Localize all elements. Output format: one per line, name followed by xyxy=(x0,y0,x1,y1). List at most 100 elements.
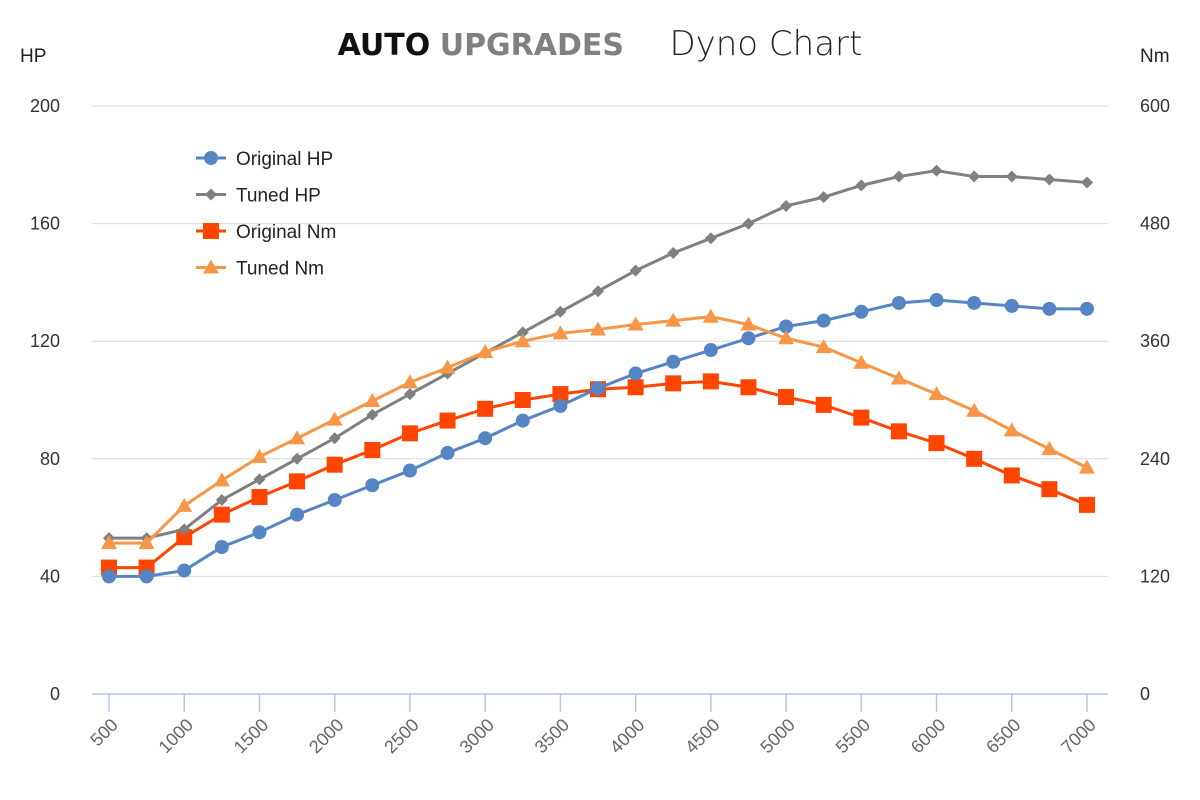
legend-marker xyxy=(203,259,219,274)
data-point xyxy=(740,379,757,396)
data-point xyxy=(101,535,117,550)
data-point xyxy=(929,293,944,308)
x-tick-label: 4000 xyxy=(606,715,648,757)
data-point xyxy=(1004,298,1019,313)
data-point xyxy=(365,478,380,493)
series-line-original-nm xyxy=(109,379,1088,570)
x-tick-label: 1500 xyxy=(230,715,272,757)
y-tick-right: 480 xyxy=(1140,214,1170,234)
x-tick-label: 3500 xyxy=(531,715,573,757)
data-point xyxy=(439,412,456,429)
data-point xyxy=(590,321,606,336)
data-point xyxy=(778,389,795,406)
data-point xyxy=(554,305,567,318)
data-point xyxy=(553,398,568,413)
legend-marker xyxy=(204,151,218,165)
chart-title: AUTO UPGRADES Dyno Chart xyxy=(0,24,1200,64)
series-line-tuned-nm xyxy=(109,315,1088,545)
data-point xyxy=(215,493,228,506)
data-point xyxy=(291,452,304,465)
legend-marker xyxy=(203,223,219,239)
data-point xyxy=(853,354,870,369)
data-point xyxy=(251,448,268,463)
data-point xyxy=(289,473,306,490)
data-point xyxy=(891,295,906,310)
y-axis-label-right: Nm xyxy=(1140,46,1170,67)
data-point xyxy=(892,170,905,183)
data-point xyxy=(703,343,718,358)
data-point xyxy=(629,264,642,277)
data-point xyxy=(439,359,456,374)
data-point xyxy=(328,432,341,445)
data-point xyxy=(401,425,418,442)
data-point xyxy=(516,326,529,339)
data-point xyxy=(853,409,870,426)
data-point xyxy=(627,379,644,396)
data-point xyxy=(1079,459,1095,474)
y-tick-right: 120 xyxy=(1140,566,1170,586)
data-point xyxy=(1043,173,1056,186)
data-point xyxy=(780,199,793,212)
y-tick-right: 240 xyxy=(1140,449,1170,469)
data-point xyxy=(478,431,493,446)
data-point xyxy=(289,430,306,445)
x-tick-label: 1000 xyxy=(155,715,197,757)
x-tick-label: 2500 xyxy=(380,715,422,757)
data-point xyxy=(667,247,680,259)
y-tick-left: 120 xyxy=(30,331,60,351)
data-point xyxy=(514,333,531,348)
y-tick-right: 600 xyxy=(1140,96,1170,116)
data-point xyxy=(778,330,795,345)
data-point xyxy=(213,472,230,487)
y-axis-label-left: HP xyxy=(20,46,46,67)
data-point xyxy=(741,331,756,346)
data-point xyxy=(1041,481,1058,498)
data-point xyxy=(290,507,305,522)
legend-entry: Original Nm xyxy=(236,222,336,243)
x-tick-label: 6000 xyxy=(907,715,949,757)
data-point xyxy=(702,373,719,390)
data-point xyxy=(702,308,719,323)
data-point xyxy=(552,325,569,340)
data-point xyxy=(514,392,531,408)
data-point xyxy=(1042,301,1057,316)
data-point xyxy=(401,374,418,389)
data-point xyxy=(890,423,907,440)
data-point xyxy=(176,529,193,546)
data-point xyxy=(967,295,982,310)
data-point xyxy=(102,569,116,584)
data-point xyxy=(740,316,757,331)
data-point xyxy=(252,525,267,540)
data-point xyxy=(364,392,381,407)
x-tick-label: 500 xyxy=(86,715,121,750)
data-point xyxy=(855,179,868,192)
data-point xyxy=(176,497,193,512)
y-tick-left: 160 xyxy=(30,214,60,234)
data-point xyxy=(628,366,643,381)
y-tick-right: 360 xyxy=(1140,331,1170,351)
data-point xyxy=(968,170,981,183)
data-point xyxy=(627,316,644,331)
data-point xyxy=(928,386,945,401)
y-tick-left: 40 xyxy=(40,566,60,586)
y-tick-left: 200 xyxy=(30,96,60,116)
data-point xyxy=(326,411,343,426)
data-point xyxy=(815,339,832,354)
data-point xyxy=(817,191,830,204)
data-point xyxy=(253,473,266,486)
data-point xyxy=(1003,422,1020,437)
data-point xyxy=(928,435,945,452)
x-tick-label: 5000 xyxy=(756,715,798,757)
legend-entry: Tuned Nm xyxy=(236,259,324,280)
x-tick-label: 3000 xyxy=(456,715,498,757)
data-point xyxy=(364,441,381,458)
data-point xyxy=(665,375,682,392)
brand-upgrades: UPGRADES xyxy=(439,28,624,63)
data-point xyxy=(816,313,831,328)
data-point xyxy=(402,463,417,478)
data-point xyxy=(665,312,682,327)
data-point xyxy=(440,445,455,460)
data-point xyxy=(403,388,416,401)
legend-marker xyxy=(205,188,217,201)
